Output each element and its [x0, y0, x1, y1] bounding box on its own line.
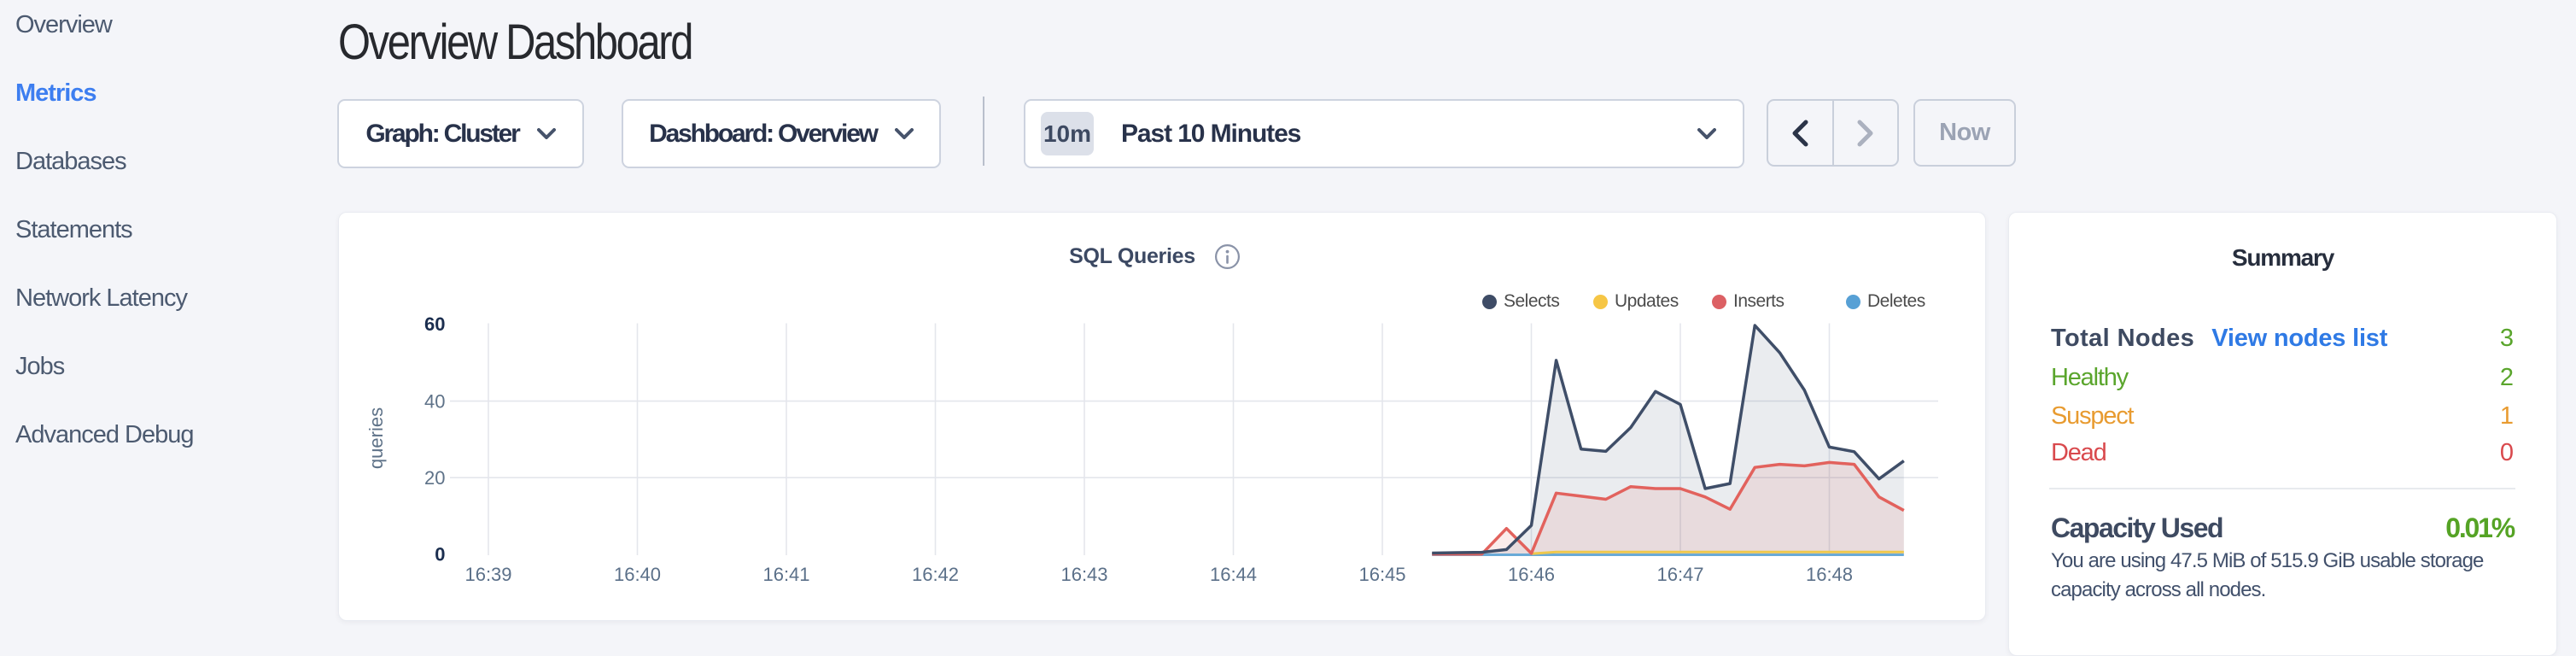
svg-text:16:47: 16:47: [1656, 564, 1703, 585]
svg-text:16:45: 16:45: [1358, 564, 1405, 585]
svg-text:0: 0: [435, 544, 445, 565]
svg-text:60: 60: [424, 313, 445, 335]
svg-text:16:42: 16:42: [912, 564, 959, 585]
svg-text:16:46: 16:46: [1508, 564, 1555, 585]
svg-text:20: 20: [424, 467, 445, 489]
svg-text:16:39: 16:39: [464, 564, 511, 585]
svg-text:16:44: 16:44: [1210, 564, 1257, 585]
svg-text:16:43: 16:43: [1060, 564, 1107, 585]
svg-text:40: 40: [424, 391, 445, 413]
svg-text:16:40: 16:40: [614, 564, 661, 585]
svg-text:queries: queries: [365, 407, 387, 469]
svg-text:16:48: 16:48: [1806, 564, 1853, 585]
svg-text:16:41: 16:41: [762, 564, 809, 585]
